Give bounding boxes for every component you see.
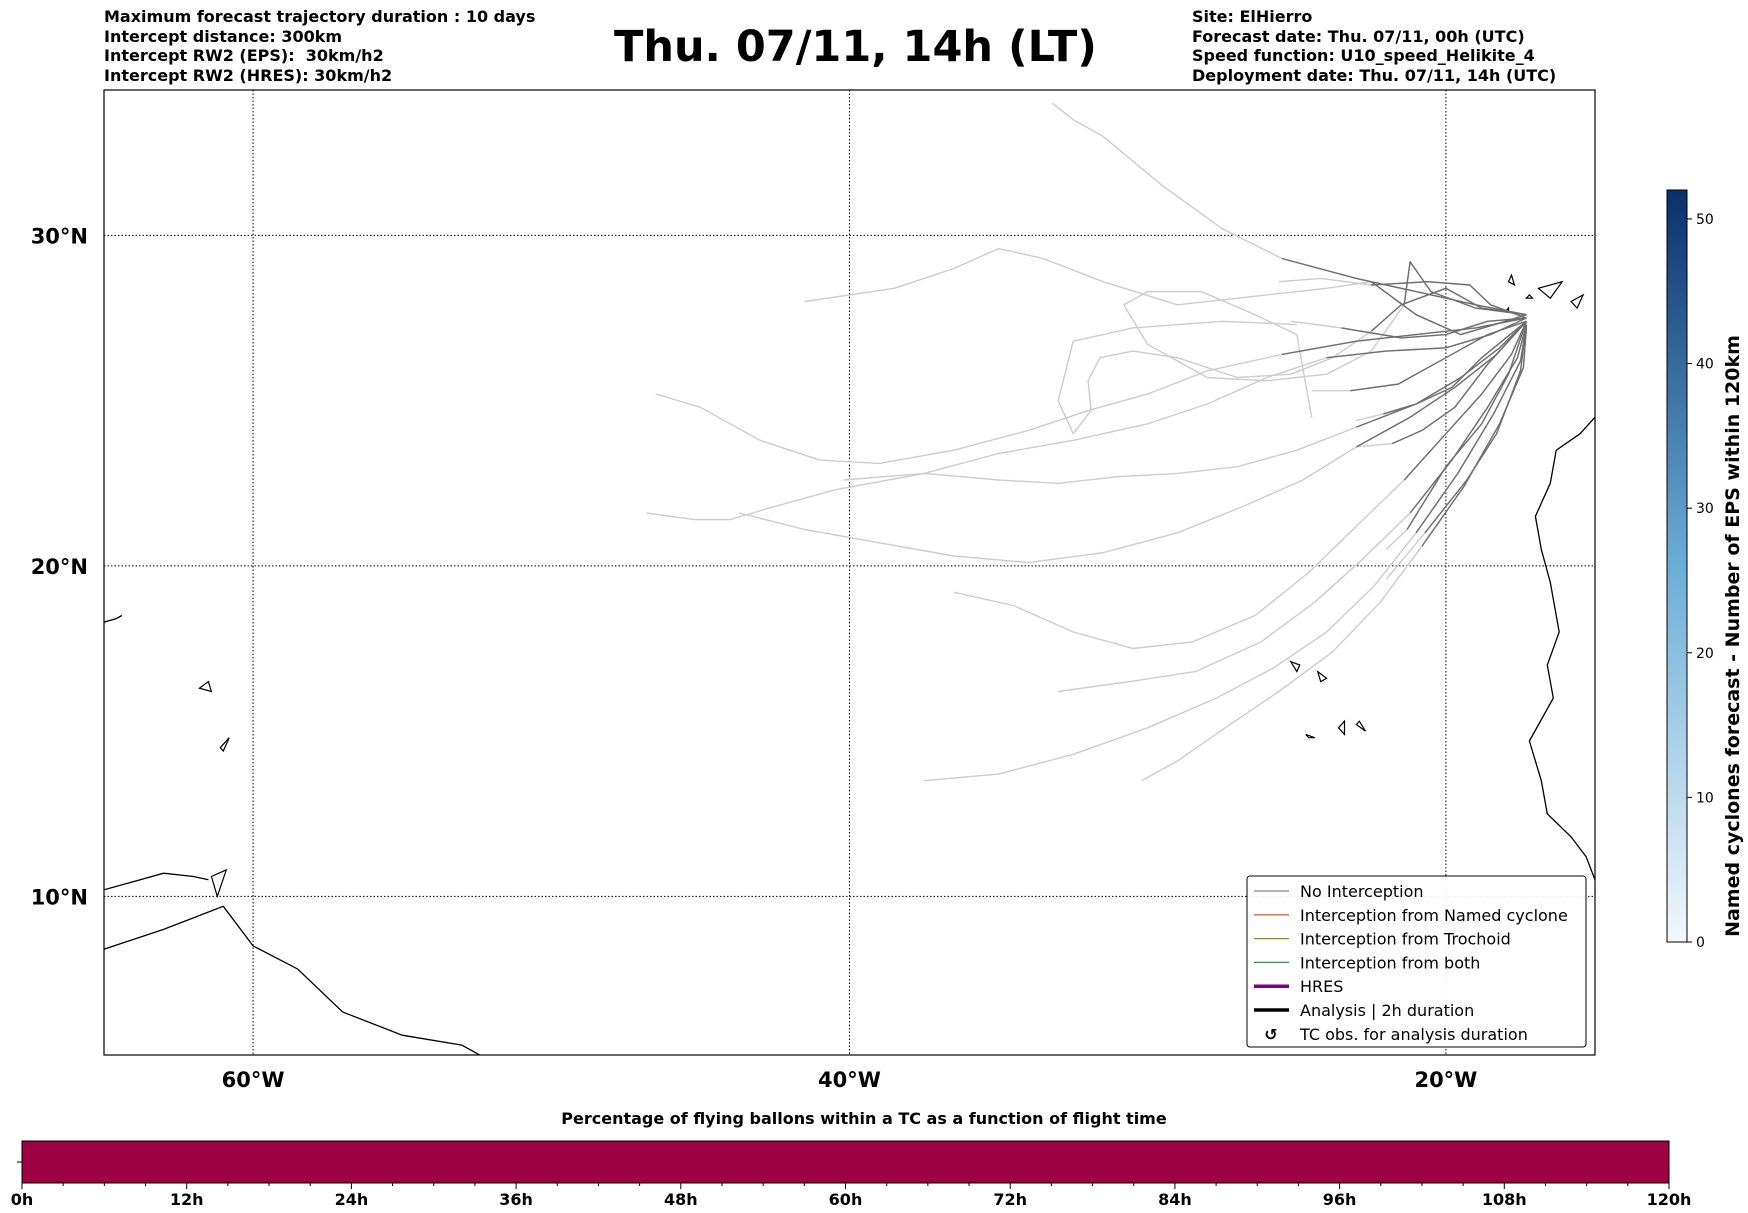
island-9 (1355, 720, 1366, 732)
map-frame (103, 89, 1596, 1056)
trajectory-8 (1141, 327, 1528, 782)
island-3 (1537, 280, 1564, 300)
header-right-info: Site: ElHierro Forecast date: Thu. 07/11… (1192, 7, 1556, 85)
trajectory-early-15 (1383, 320, 1527, 415)
colorbar-tick-label-3: 30 (1696, 501, 1714, 517)
header-line-intercept-distance: Intercept distance: 300km (104, 26, 343, 46)
colorbar-tick-label-0: 0 (1696, 935, 1705, 951)
flight-time-tick-label-8: 96h (1323, 1190, 1357, 1209)
legend-label-2: Interception from Trochoid (1300, 930, 1511, 949)
island-14 (210, 868, 228, 899)
header-line-max-duration: Maximum forecast trajectory duration : 1… (104, 7, 536, 26)
legend-label-4: HRES (1300, 977, 1343, 996)
coastline-3 (104, 614, 123, 623)
flight-time-tick-label-9: 108h (1482, 1190, 1527, 1209)
trajectory-early-10 (1403, 261, 1527, 316)
trajectory-9 (1057, 287, 1527, 435)
flight-time-bar-segment-0 (22, 1141, 1669, 1183)
trajectory-early-8 (1421, 327, 1528, 547)
x-tick-label-1: 40°W (818, 1068, 881, 1092)
tc-symbol-icon: ↺ (1264, 1025, 1277, 1044)
island-2 (1525, 294, 1534, 299)
page-title: Thu. 07/11, 14h (LT) (614, 22, 1097, 72)
flight-time-tick-label-4: 48h (664, 1190, 698, 1209)
coastline-1 (104, 905, 481, 1055)
flight-time-tick-label-2: 24h (335, 1190, 369, 1209)
header-left-info: Maximum forecast trajectory duration : 1… (104, 7, 535, 85)
colorbar-tick-label-5: 50 (1696, 212, 1714, 228)
header-line-site: Site: ElHierro (1192, 7, 1313, 26)
header-line-deployment-date: Deployment date: Thu. 07/11, 14h (UTC) (1192, 65, 1557, 85)
island-7 (1289, 660, 1301, 673)
island-12 (198, 680, 213, 693)
trajectory-early-1 (1281, 317, 1527, 356)
x-tick-label-0: 60°W (222, 1068, 285, 1092)
island-5 (1610, 282, 1628, 302)
y-tick-label-0: 30°N (31, 224, 88, 248)
colorbar-vertical (1666, 189, 1688, 943)
y-tick-label-2: 10°N (31, 885, 88, 909)
legend-label-1: Interception from Named cyclone (1300, 906, 1568, 925)
island-10 (1337, 719, 1346, 736)
map-area (104, 90, 1640, 1055)
legend-label-5: Analysis | 2h duration (1300, 1001, 1474, 1020)
coastline-0 (1528, 416, 1595, 881)
coastline-2 (104, 872, 209, 891)
island-6 (1631, 262, 1640, 269)
colorbar-tick-label-1: 10 (1696, 790, 1714, 806)
trajectory-11 (1051, 102, 1527, 316)
trajectory-5 (953, 321, 1528, 650)
flight-time-tick-label-10: 120h (1647, 1190, 1692, 1209)
trajectory-early-3 (1356, 320, 1527, 428)
flight-time-tick-label-0: 0h (11, 1190, 34, 1209)
trajectory-early-16 (1391, 320, 1527, 445)
legend: No Interception Interception from Named c… (1246, 875, 1587, 1048)
island-0 (1507, 273, 1516, 287)
flight-time-tick-label-3: 36h (499, 1190, 533, 1209)
trajectory-early-17 (1406, 321, 1528, 530)
colorbar-label: Named cyclones forecast - Number of EPS … (1722, 335, 1744, 937)
legend-frame (1246, 875, 1587, 1048)
island-11 (1305, 733, 1315, 739)
header-line-speed-function: Speed function: U10_speed_Helikite_4 (1192, 46, 1535, 65)
colorbar-tick-label-2: 20 (1696, 646, 1714, 662)
trajectory-early-18 (1424, 324, 1528, 534)
trajectory-early-6 (1409, 324, 1528, 514)
flight-time-tick-label-6: 72h (993, 1190, 1027, 1209)
header-line-intercept-eps: Intercept RW2 (EPS): 30km/h2 (104, 46, 384, 65)
header-line-forecast-date: Forecast date: Thu. 07/11, 00h (UTC) (1192, 26, 1525, 46)
island-13 (219, 737, 230, 753)
trajectory-early-12 (1371, 281, 1527, 319)
trajectory-early-11 (1281, 257, 1527, 316)
legend-label-3: Interception from both (1300, 953, 1480, 972)
trajectory-early-13 (1341, 317, 1527, 339)
trajectory-early-14 (1350, 320, 1527, 392)
trajectory-7 (924, 324, 1528, 782)
flight-time-tick-label-5: 60h (829, 1190, 863, 1209)
island-4 (1570, 293, 1585, 310)
legend-label-6: TC obs. for analysis duration (1299, 1025, 1528, 1044)
island-8 (1316, 670, 1328, 683)
flight-time-tick-label-7: 84h (1158, 1190, 1192, 1209)
colorbar-tick-label-4: 40 (1696, 357, 1714, 373)
flight-time-bar-title: Percentage of flying ballons within a TC… (561, 1109, 1167, 1128)
trajectory-12 (1278, 277, 1527, 319)
trajectory-early-5 (1403, 321, 1528, 481)
trajectory-early-7 (1415, 324, 1528, 534)
header-line-intercept-hres: Intercept RW2 (HRES): 30km/h2 (104, 65, 393, 85)
flight-time-tick-label-1: 12h (170, 1190, 204, 1209)
legend-label-0: No Interception (1300, 882, 1424, 901)
x-tick-label-2: 20°W (1414, 1068, 1477, 1092)
y-tick-label-1: 20°N (31, 555, 88, 579)
